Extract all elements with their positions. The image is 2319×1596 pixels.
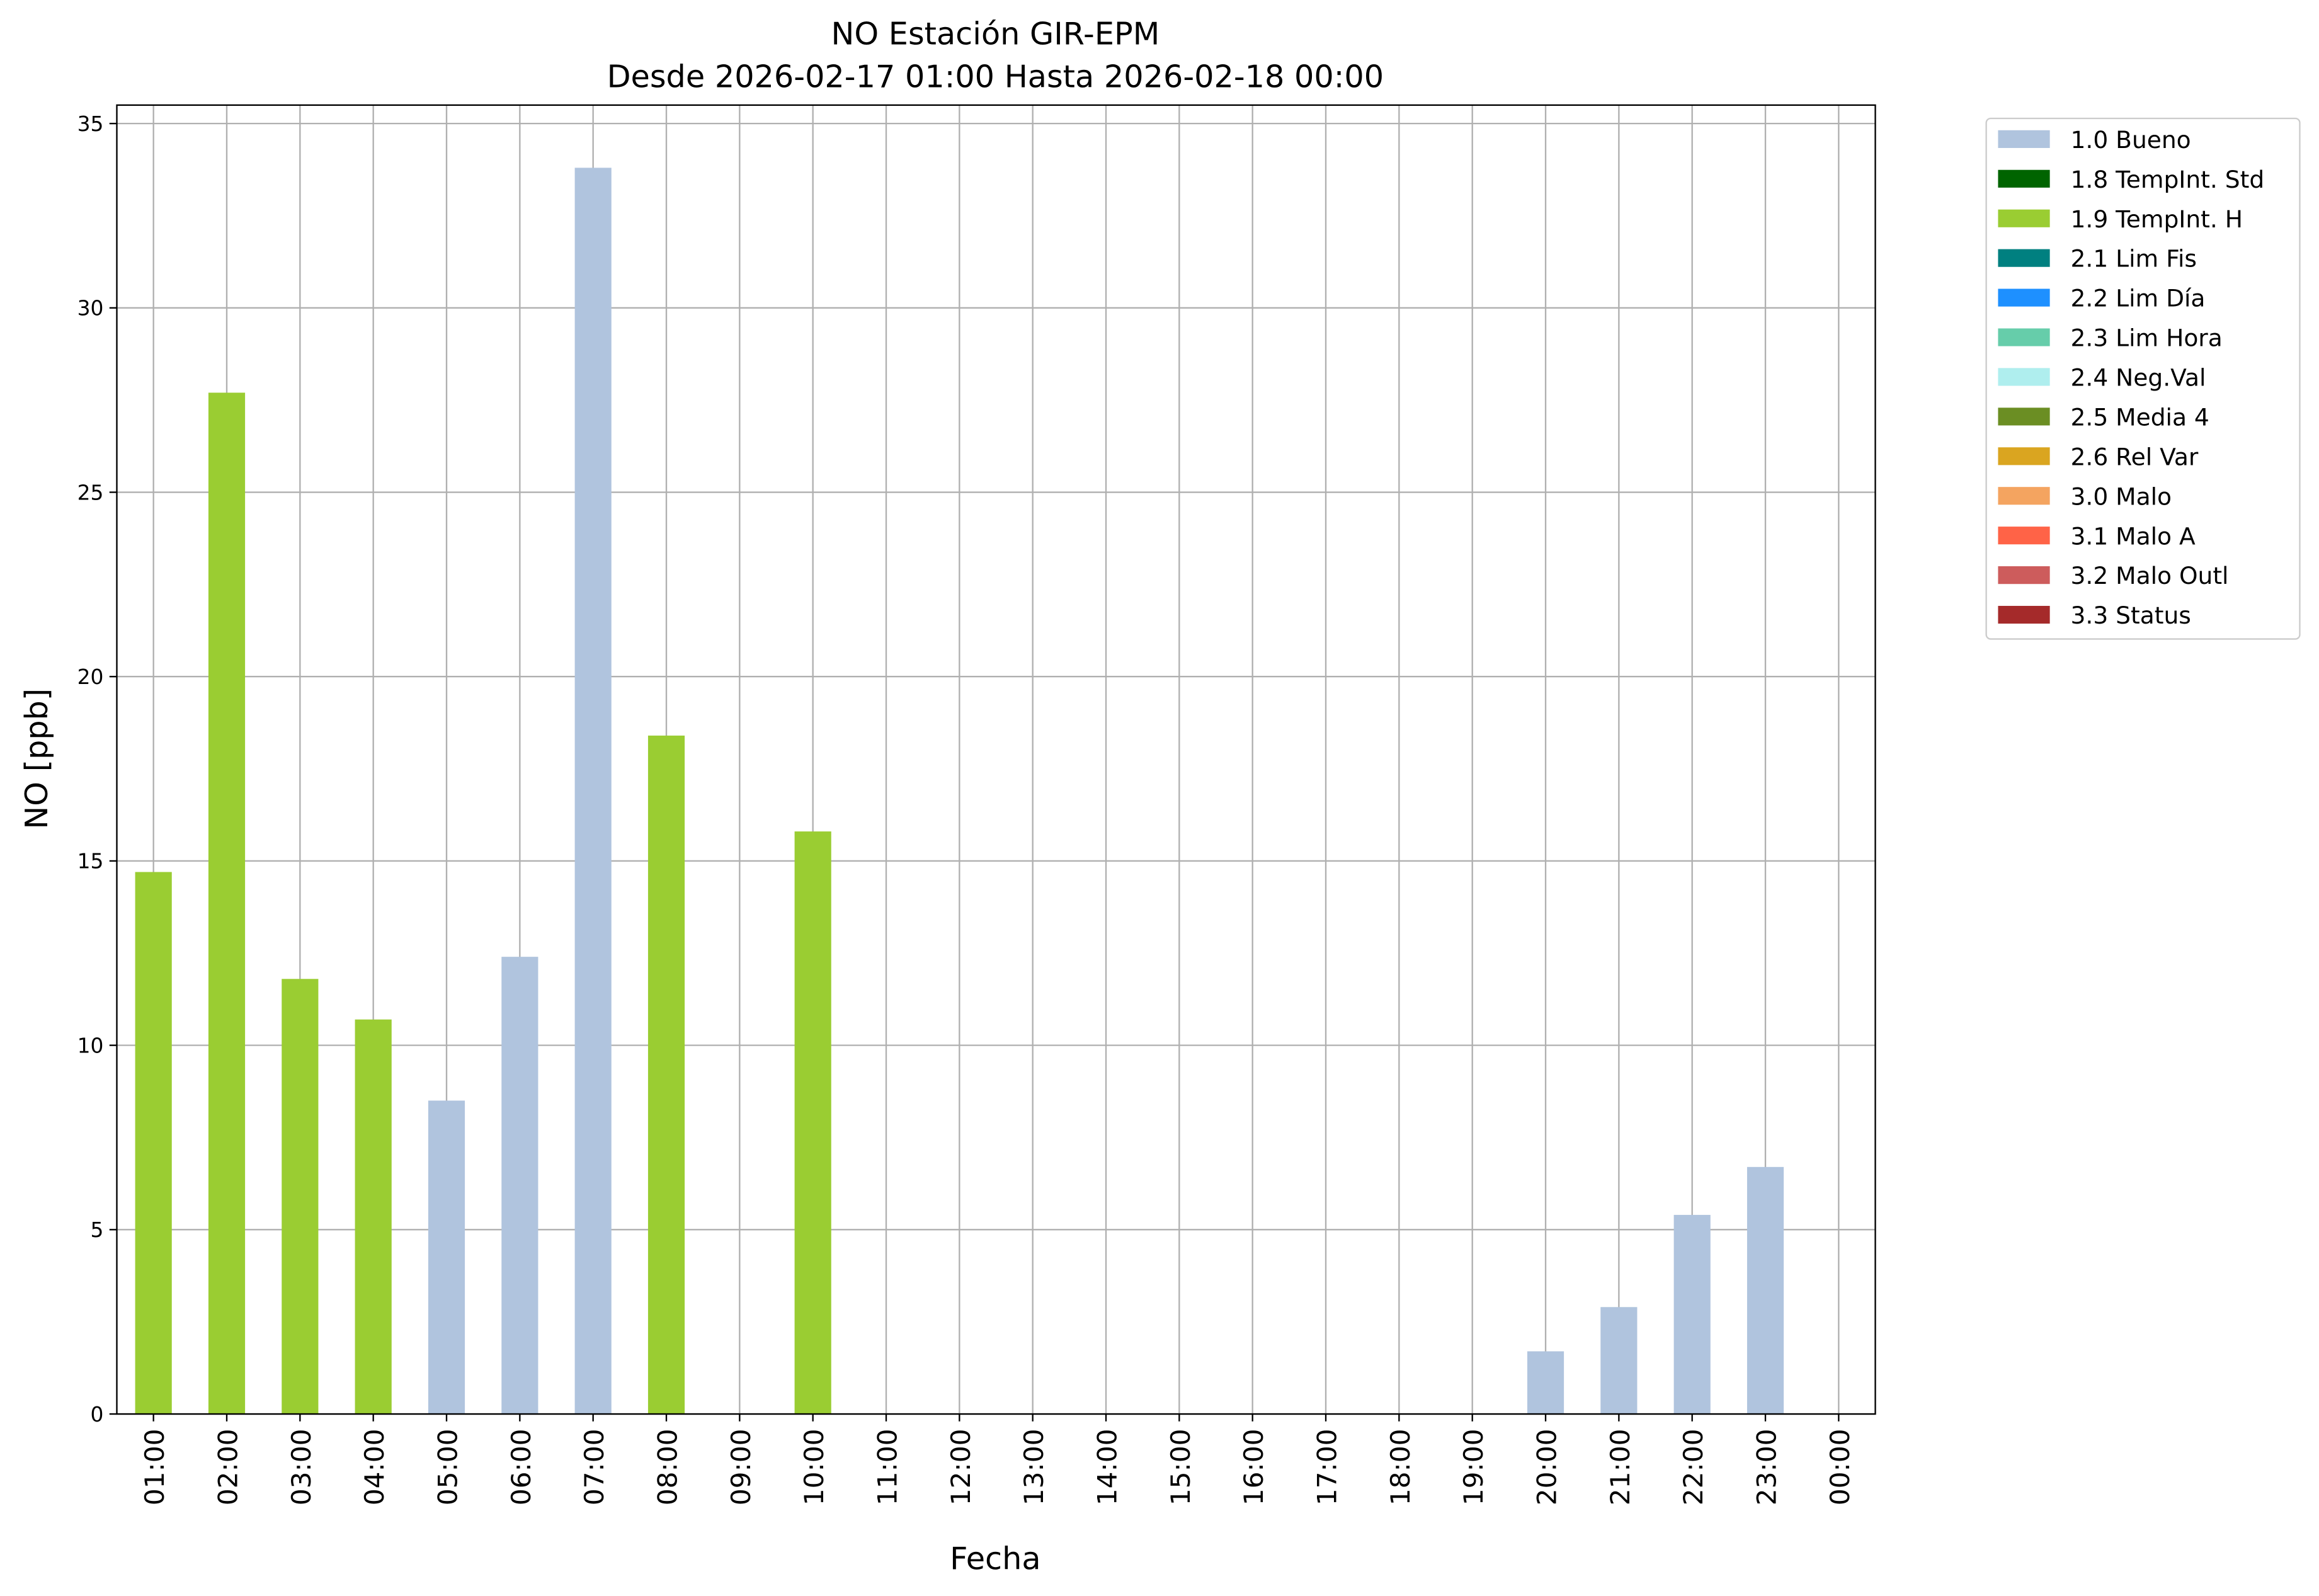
chart-title: NO Estación GIR-EPM	[831, 16, 1160, 52]
bar	[1673, 1214, 1711, 1415]
x-tick-label: 13:00	[1018, 1429, 1049, 1506]
legend-label: 2.3 Lim Hora	[2071, 324, 2223, 352]
legend-swatch	[1998, 130, 2050, 148]
legend-label: 2.4 Neg.Val	[2071, 364, 2206, 392]
x-tick-label: 15:00	[1165, 1429, 1196, 1506]
legend-label: 1.8 TempInt. Std	[2071, 166, 2265, 193]
x-tick-label: 19:00	[1458, 1429, 1489, 1506]
x-tick-label: 07:00	[579, 1429, 610, 1506]
legend-swatch	[1998, 527, 2050, 545]
y-tick-label: 20	[77, 664, 104, 689]
bar	[282, 979, 319, 1415]
x-tick-label: 16:00	[1238, 1429, 1269, 1506]
x-axis-label: Fecha	[950, 1541, 1041, 1577]
bar	[428, 1100, 465, 1415]
legend: 1.0 Bueno 1.8 TempInt. Std 1.9 TempInt. H 2…	[1985, 117, 2301, 640]
legend-swatch	[1998, 328, 2050, 346]
legend-swatch	[1998, 447, 2050, 465]
legend-label: 3.2 Malo Outl	[2071, 562, 2229, 590]
x-tick-label: 12:00	[945, 1429, 976, 1506]
bar	[355, 1019, 392, 1415]
x-tick-label: 23:00	[1751, 1429, 1782, 1506]
legend-label: 3.0 Malo	[2071, 482, 2172, 510]
y-tick-label: 30	[77, 296, 104, 321]
x-tick-label: 06:00	[506, 1429, 537, 1506]
y-axis-label: NO [ppb]	[18, 688, 55, 829]
x-tick-label: 18:00	[1385, 1429, 1416, 1506]
legend-label: 2.6 Rel Var	[2071, 443, 2199, 470]
x-tick-label: 14:00	[1091, 1429, 1122, 1506]
bar	[208, 392, 246, 1415]
x-tick-label: 01:00	[139, 1429, 170, 1506]
bar	[647, 735, 685, 1415]
legend-label: 3.3 Status	[2071, 601, 2191, 629]
legend-label: 2.5 Media 4	[2071, 403, 2209, 431]
bar	[135, 872, 172, 1415]
y-tick-label: 25	[77, 480, 104, 504]
bar	[1527, 1351, 1564, 1415]
x-tick-label: 11:00	[872, 1429, 903, 1506]
legend-swatch	[1998, 368, 2050, 386]
legend-label: 1.0 Bueno	[2071, 126, 2191, 154]
x-tick-label: 02:00	[212, 1429, 243, 1506]
legend-label: 1.9 TempInt. H	[2071, 205, 2243, 233]
bar	[794, 831, 831, 1415]
legend-swatch	[1998, 408, 2050, 426]
y-tick-label: 0	[90, 1402, 103, 1427]
x-tick-label: 08:00	[652, 1429, 683, 1506]
legend-swatch	[1998, 209, 2050, 227]
y-tick-label: 10	[77, 1033, 104, 1057]
bar	[1746, 1166, 1784, 1415]
plot-frame	[116, 104, 1876, 1415]
x-tick-label: 09:00	[726, 1429, 756, 1506]
x-tick-label: 10:00	[799, 1429, 829, 1506]
x-tick-label: 04:00	[359, 1429, 390, 1506]
chart-subtitle: Desde 2026-02-17 01:00 Hasta 2026-02-18 …	[607, 59, 1384, 95]
legend-swatch	[1998, 605, 2050, 624]
axes: 0 5 10 15 20 25 30 35 01:00 02:00 03:00 04:00 05:00 0…	[77, 111, 1855, 1505]
legend-label: 2.1 Lim Fis	[2071, 245, 2197, 273]
x-tick-label: 17:00	[1311, 1429, 1342, 1506]
legend-swatch	[1998, 249, 2050, 267]
y-tick-label: 35	[77, 111, 104, 136]
x-tick-label: 03:00	[286, 1429, 317, 1506]
legend-swatch	[1998, 169, 2050, 188]
legend-swatch	[1998, 566, 2050, 584]
x-tick-label: 21:00	[1605, 1429, 1636, 1506]
bar	[1600, 1307, 1638, 1415]
bar	[501, 957, 538, 1415]
bar	[574, 168, 612, 1415]
legend-label: 2.2 Lim Día	[2071, 285, 2206, 312]
legend-label: 3.1 Malo A	[2071, 522, 2196, 550]
bars	[135, 168, 1784, 1415]
x-tick-label: 00:00	[1825, 1429, 1855, 1506]
x-tick-label: 22:00	[1678, 1429, 1709, 1506]
y-tick-label: 15	[77, 849, 104, 874]
y-tick-label: 5	[90, 1217, 103, 1242]
legend-swatch	[1998, 487, 2050, 505]
x-tick-label: 05:00	[432, 1429, 463, 1506]
legend-box	[1985, 117, 2301, 640]
legend-swatch	[1998, 288, 2050, 307]
x-tick-label: 20:00	[1531, 1429, 1562, 1506]
